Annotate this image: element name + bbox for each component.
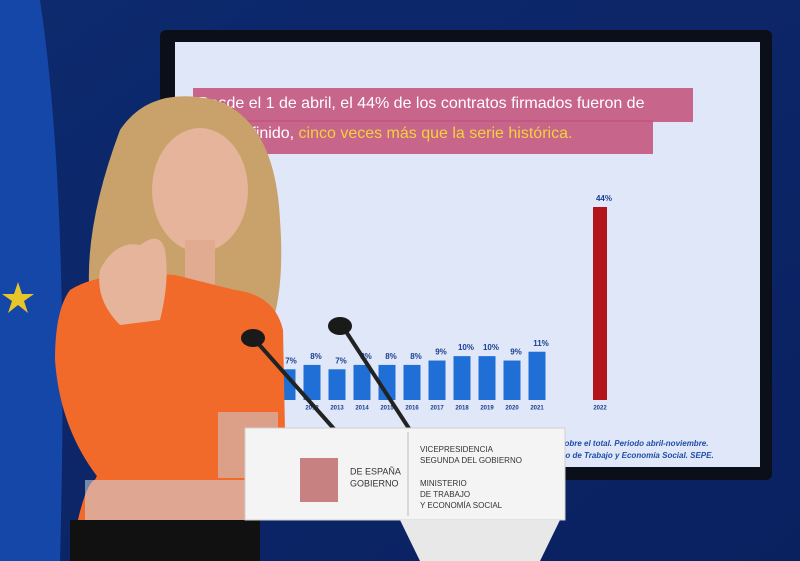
headline-box bbox=[193, 120, 653, 154]
x-tick-label: 2019 bbox=[480, 406, 494, 412]
trousers bbox=[70, 520, 260, 561]
bar bbox=[478, 356, 496, 400]
hand bbox=[99, 238, 167, 325]
bar bbox=[503, 360, 521, 400]
podium-text: VICEPRESIDENCIA bbox=[420, 445, 494, 454]
microphone bbox=[253, 338, 337, 432]
bar bbox=[328, 369, 346, 400]
footnote: rio de Trabajo y Economía Social. SEPE. bbox=[560, 451, 714, 460]
value-label: 8% bbox=[385, 352, 397, 361]
x-tick-label: 2012 bbox=[305, 406, 319, 412]
headline-box bbox=[193, 88, 693, 122]
podium-text: SEGUNDA DEL GOBIERNO bbox=[420, 456, 522, 465]
podium-text: DE ESPAÑA bbox=[350, 466, 401, 476]
microphone bbox=[343, 328, 412, 432]
bar bbox=[403, 364, 421, 400]
value-label: 8% bbox=[410, 352, 422, 361]
bar bbox=[303, 364, 321, 400]
value-label: 7% bbox=[335, 356, 347, 365]
x-tick-label: 2016 bbox=[405, 406, 419, 412]
podium-base bbox=[400, 520, 560, 561]
bar bbox=[528, 351, 546, 400]
bar bbox=[353, 364, 371, 400]
bar bbox=[428, 360, 446, 400]
value-label: 10% bbox=[458, 343, 474, 352]
microphone bbox=[241, 329, 265, 347]
x-tick-label: 2021 bbox=[530, 406, 544, 412]
podium-text: DE TRABAJO bbox=[420, 490, 470, 499]
headline: Desde el 1 de abril, el 44% de los contr… bbox=[198, 95, 645, 112]
x-tick-label: 2017 bbox=[430, 406, 444, 412]
x-tick-label: 2014 bbox=[355, 406, 369, 412]
value-label: 11% bbox=[533, 339, 549, 348]
podium-text: GOBIERNO bbox=[350, 478, 399, 488]
x-tick-label: 2015 bbox=[380, 406, 394, 412]
podium-text: MINISTERIO bbox=[420, 479, 467, 488]
x-tick-label: 2018 bbox=[455, 406, 469, 412]
value-label: 9% bbox=[435, 348, 447, 357]
value-label: 7% bbox=[285, 356, 297, 365]
value-label: 10% bbox=[483, 343, 499, 352]
x-tick-label: 2020 bbox=[505, 406, 519, 412]
x-tick-label: 2022 bbox=[593, 406, 607, 412]
headline-highlight: cinco veces más que la serie histórica. bbox=[299, 125, 573, 142]
x-tick-label: 2013 bbox=[330, 406, 344, 412]
value-label: 8% bbox=[360, 352, 372, 361]
value-label: 9% bbox=[510, 348, 522, 357]
eu-flag bbox=[0, 0, 63, 561]
bar bbox=[593, 207, 607, 400]
coat-of-arms bbox=[300, 458, 338, 502]
footnote: sobre el total. Periodo abril-noviembre. bbox=[560, 439, 708, 448]
bar-chart: 7% 8% 2012 7% 2013 8% 2014 8% 2015 8% 2016 9% 2017 10… bbox=[278, 194, 612, 412]
microphone bbox=[328, 317, 352, 335]
value-label: 8% bbox=[310, 352, 322, 361]
arm bbox=[95, 320, 161, 480]
value-label: 44% bbox=[596, 194, 612, 203]
flag-star bbox=[2, 282, 34, 313]
podium bbox=[244, 427, 566, 521]
podium-text: Y ECONOMÍA SOCIAL bbox=[420, 501, 503, 510]
bar bbox=[453, 356, 471, 400]
podium-glass bbox=[85, 480, 250, 520]
face bbox=[152, 128, 248, 252]
